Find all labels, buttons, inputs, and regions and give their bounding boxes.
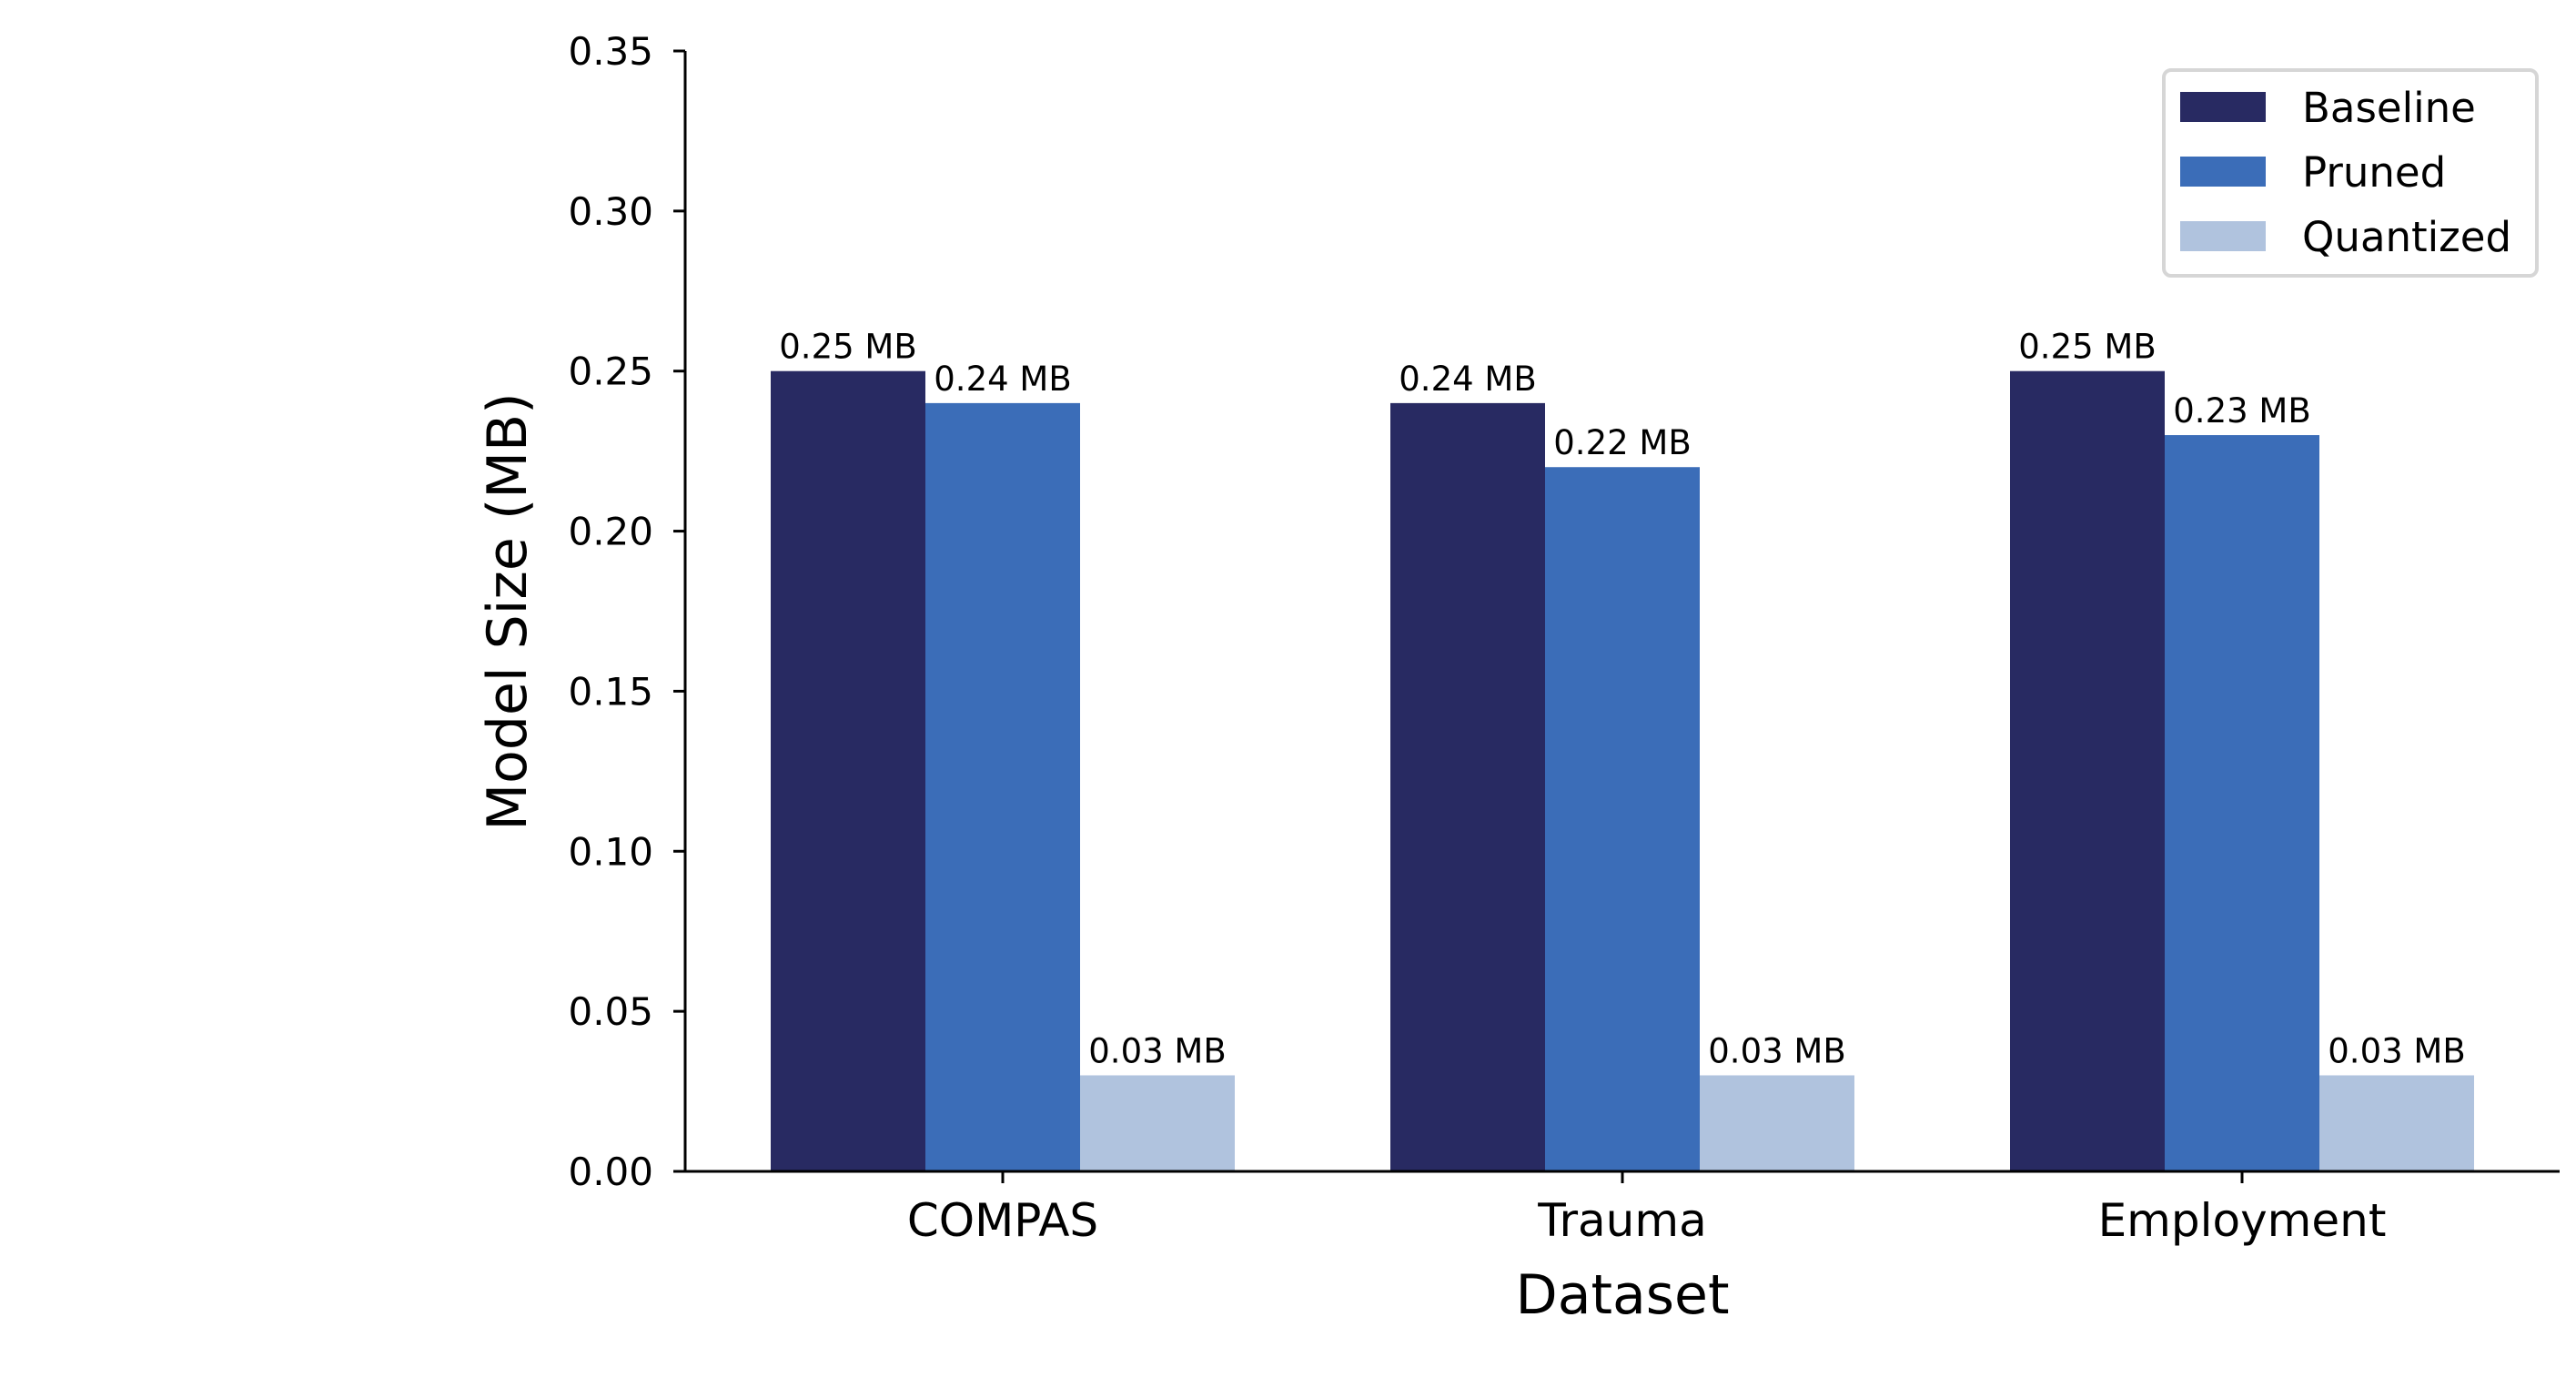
y-tick-label: 0.25 (568, 350, 653, 394)
y-tick-label: 0.15 (568, 669, 653, 714)
bar-value-label: 0.23 MB (2173, 391, 2310, 431)
y-tick-label: 0.35 (568, 29, 653, 74)
legend: Baseline Pruned Quantized (2162, 68, 2539, 278)
x-axis-label: Dataset (1516, 1263, 1730, 1327)
bar-pruned-employment (2165, 435, 2319, 1171)
bars-layer (771, 370, 2474, 1171)
legend-label-quantized: Quantized (2302, 213, 2511, 261)
legend-swatch-quantized (2180, 221, 2266, 251)
bar-labels-layer: 0.25 MB 0.24 MB 0.03 MB 0.24 MB 0.22 MB 0.03 … (779, 328, 2465, 1071)
y-tick-label: 0.30 (568, 189, 653, 234)
bar-quantized-employment (2319, 1075, 2474, 1171)
y-tick-label: 0.10 (568, 829, 653, 874)
legend-swatch-pruned (2180, 157, 2266, 187)
legend-label-baseline: Baseline (2302, 84, 2476, 132)
legend-label-pruned: Pruned (2302, 148, 2446, 197)
y-axis-label: Model Size (MB) (476, 392, 540, 830)
x-tick-label: COMPAS (907, 1194, 1098, 1247)
bar-value-label: 0.22 MB (1553, 423, 1691, 462)
y-tick-label: 0.20 (568, 510, 653, 554)
x-axis-ticks: COMPAS Trauma Employment (907, 1171, 2387, 1247)
bar-baseline-trauma (1390, 402, 1545, 1171)
bar-baseline-employment (2010, 370, 2165, 1171)
bar-value-label: 0.25 MB (2018, 328, 2156, 367)
x-tick-label: Employment (2098, 1194, 2387, 1247)
bar-value-label: 0.24 MB (934, 360, 1071, 399)
bar-baseline-compas (771, 370, 925, 1171)
y-tick-label: 0.00 (568, 1150, 653, 1194)
bar-value-label: 0.25 MB (779, 328, 916, 367)
legend-swatch-baseline (2180, 92, 2266, 122)
y-tick-label: 0.05 (568, 989, 653, 1034)
y-axis-ticks: 0.00 0.05 0.10 0.15 0.20 0.25 0.30 0.35 (568, 29, 685, 1194)
bar-value-label: 0.24 MB (1399, 360, 1536, 399)
bar-value-label: 0.03 MB (1088, 1031, 1226, 1070)
bar-quantized-trauma (1700, 1075, 1854, 1171)
bar-value-label: 0.03 MB (2328, 1031, 2465, 1070)
bar-quantized-compas (1080, 1075, 1235, 1171)
bar-pruned-trauma (1545, 467, 1700, 1171)
bar-pruned-compas (925, 402, 1080, 1171)
bar-value-label: 0.03 MB (1708, 1031, 1845, 1070)
x-tick-label: Trauma (1537, 1194, 1706, 1247)
